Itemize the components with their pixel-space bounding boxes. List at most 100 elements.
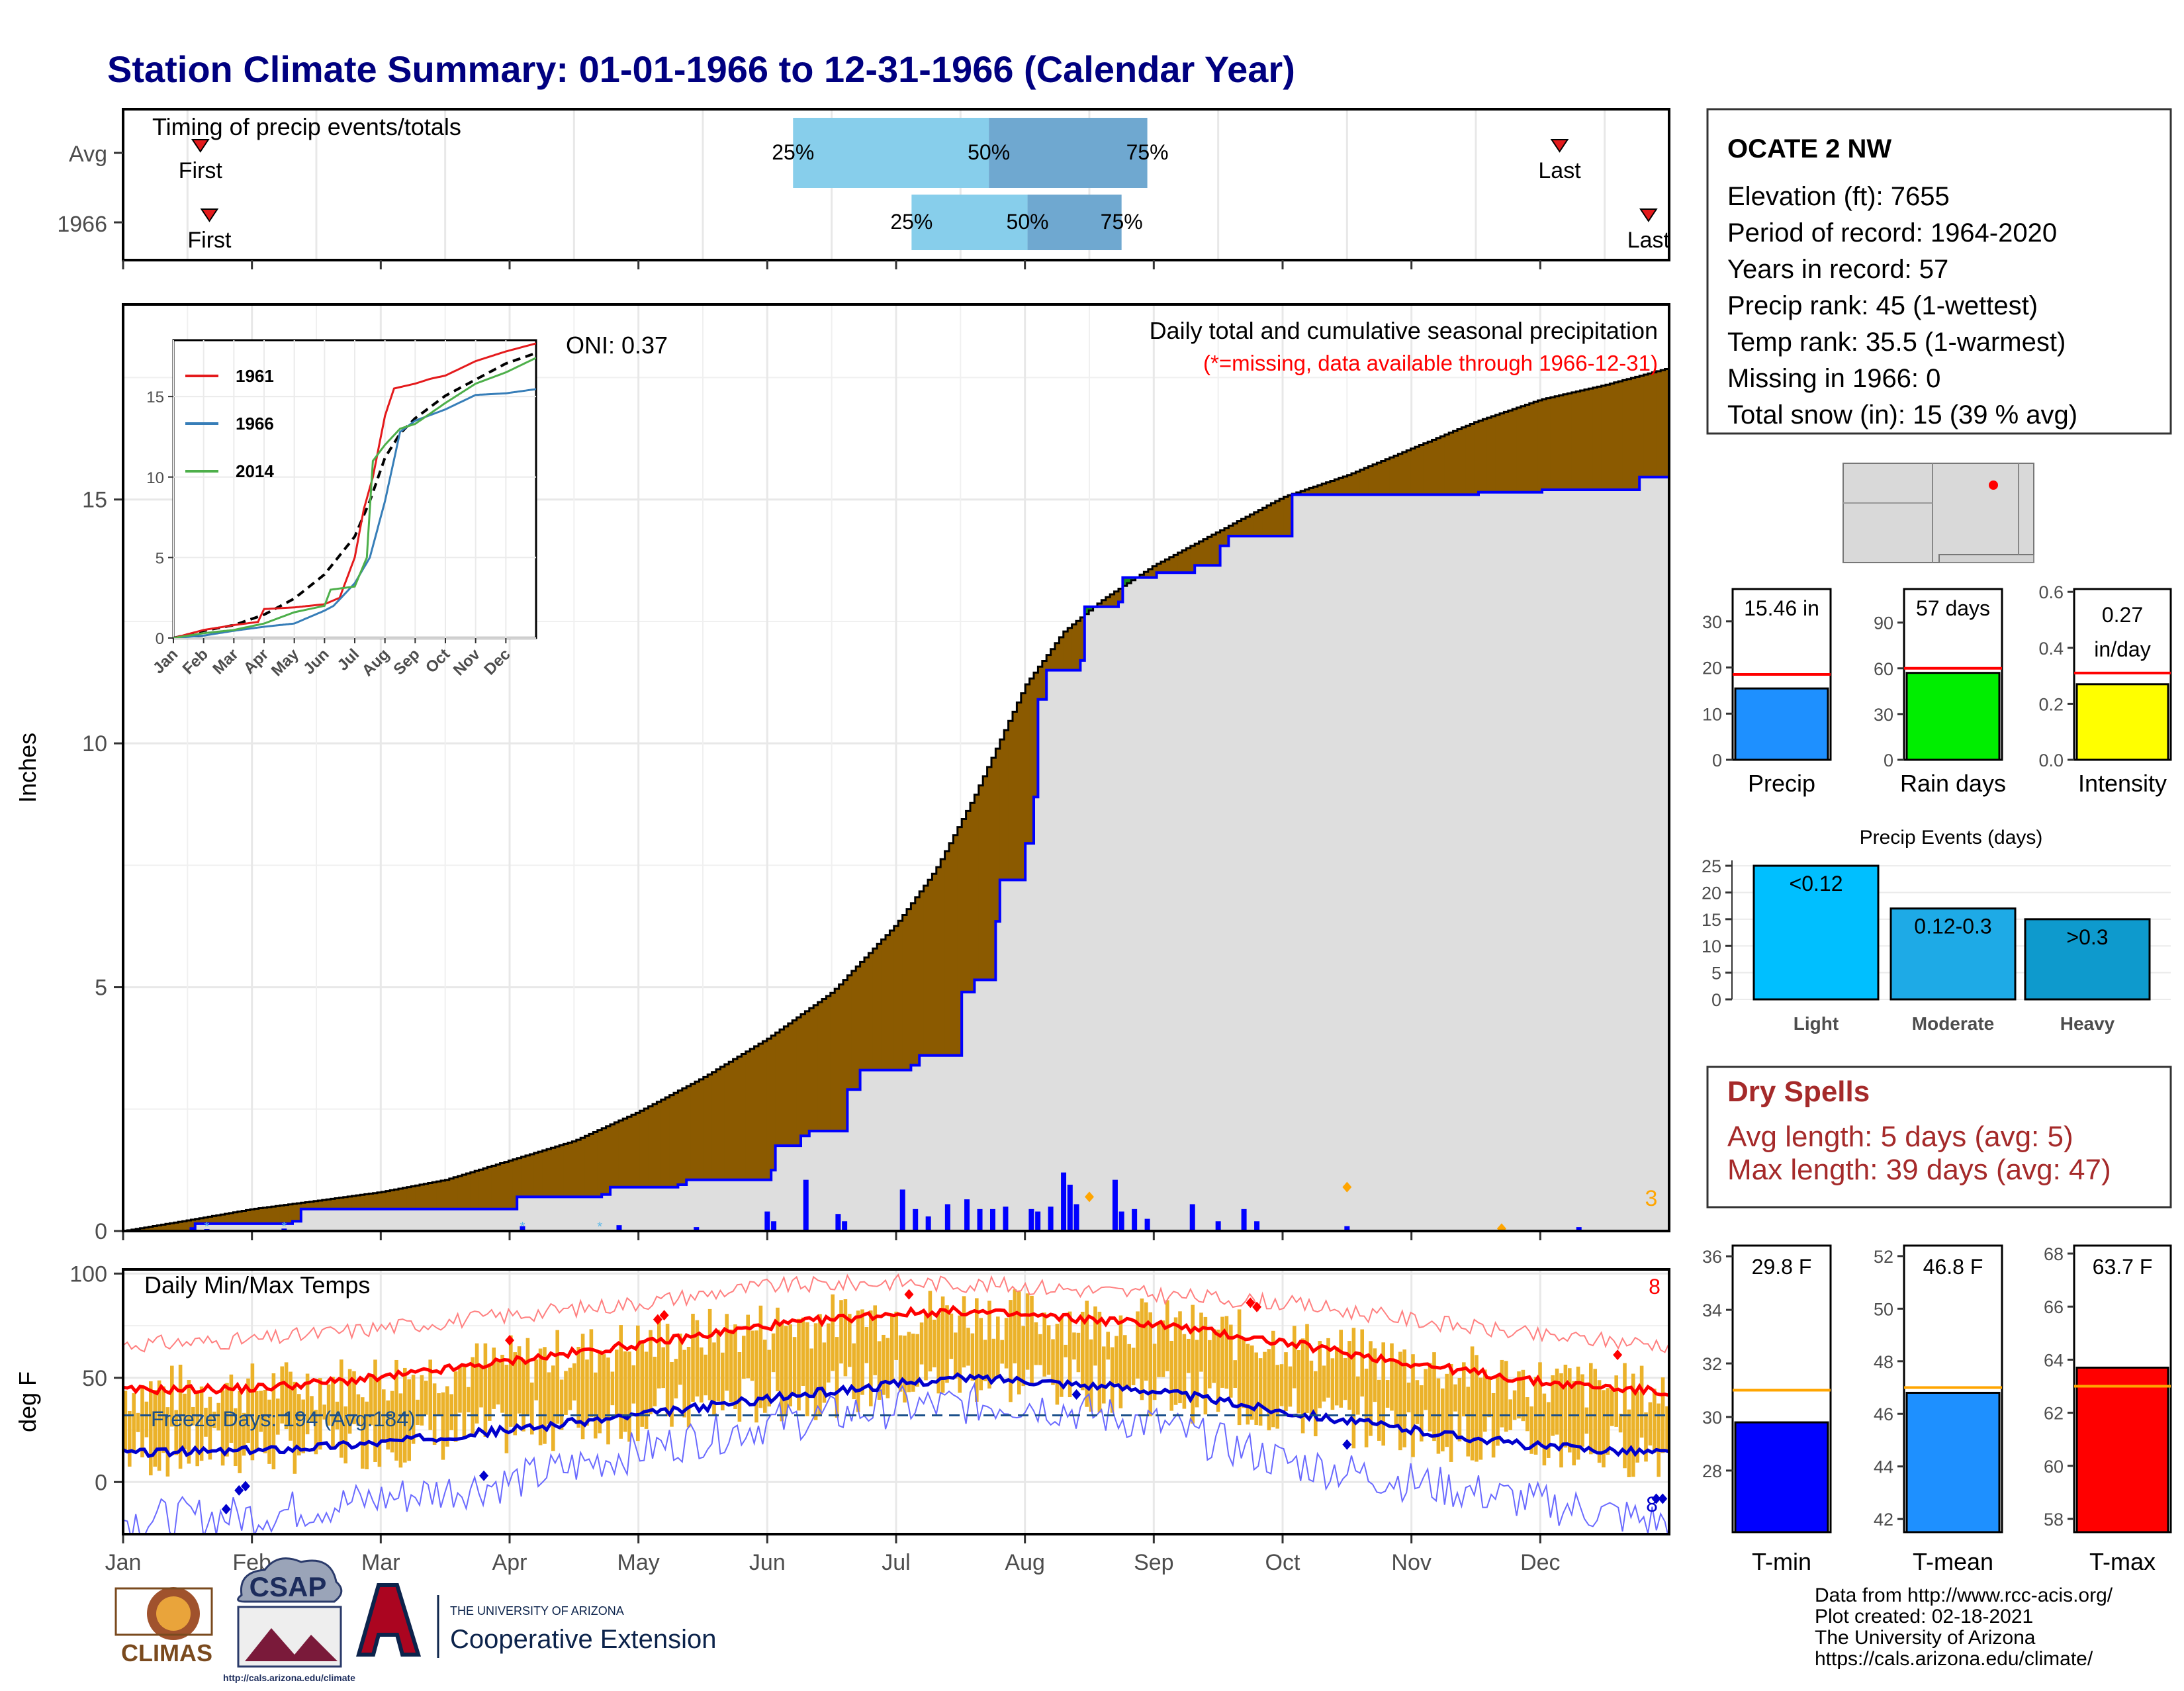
temp-daily-bar: [1593, 1369, 1597, 1453]
precip-anomaly-segment: [758, 1044, 763, 1180]
precip-anomaly-segment: [411, 1186, 416, 1209]
precip-anomaly-segment: [1360, 470, 1365, 495]
temp-daily-bar: [1453, 1385, 1457, 1412]
precip-anomaly-segment: [864, 958, 869, 1070]
precip-anomaly-segment: [1657, 371, 1661, 477]
precip-anomaly-segment: [453, 1177, 458, 1209]
precip-anomaly-segment: [1517, 408, 1522, 492]
precip-anomaly-segment: [335, 1199, 340, 1209]
ua-logo-a: [359, 1585, 418, 1655]
precip-anomaly-segment: [962, 819, 966, 992]
precip-anomaly-segment: [1203, 539, 1208, 566]
precip-anomaly-segment: [1639, 376, 1644, 477]
precip-anomaly-segment: [1207, 537, 1212, 565]
inset-legend-label: 2014: [236, 461, 274, 481]
temp-daily-bar: [420, 1375, 424, 1426]
climas-logo-text: CLIMAS: [121, 1639, 212, 1667]
precip-anomaly-segment: [882, 940, 886, 1070]
precip-anomaly-segment: [1385, 459, 1390, 495]
temp-daily-bar: [1183, 1334, 1187, 1409]
freeze-days-label: Freeze Days: 194 (Avg:184): [151, 1407, 416, 1431]
precip-daily-bar: [900, 1189, 905, 1231]
temp-daily-bar: [526, 1338, 530, 1416]
month-tick-label: May: [617, 1550, 660, 1575]
temp-daily-bar: [1165, 1301, 1169, 1371]
temp-daily-bar: [1602, 1390, 1606, 1467]
precip-daily-bar: [913, 1209, 918, 1231]
inset-y-tick-label: 10: [146, 469, 164, 487]
temp-daily-bar: [738, 1352, 742, 1422]
temp-daily-bar: [1191, 1305, 1195, 1424]
temp-daily-bar: [924, 1314, 928, 1381]
temp-daily-bar: [882, 1335, 886, 1395]
precip-anomaly-segment: [754, 1046, 759, 1180]
precip-anomaly-segment: [437, 1181, 441, 1209]
temp-daily-bar: [1598, 1380, 1602, 1463]
temp-daily-bar: [1254, 1352, 1258, 1425]
temp-daily-bar: [1525, 1397, 1529, 1431]
temp-summary-y-tick-label: 66: [2044, 1297, 2064, 1317]
precip-anomaly-segment: [250, 1209, 255, 1224]
precip-anomaly-segment: [784, 1027, 788, 1146]
temp-daily-bar: [1289, 1367, 1293, 1407]
temp-daily-bar: [1449, 1364, 1453, 1462]
precip-anomaly-segment: [788, 1023, 793, 1146]
precip-daily-bar: [1061, 1173, 1066, 1231]
temp-daily-bar: [1123, 1335, 1127, 1389]
precip-y-tick-label: 5: [95, 976, 107, 1001]
precip-anomaly-segment: [1339, 478, 1343, 494]
temp-daily-bar: [809, 1349, 813, 1394]
precip-daily-bar: [1145, 1219, 1150, 1231]
temp-daily-bar: [1347, 1341, 1351, 1410]
temp-daily-bar: [1157, 1324, 1161, 1377]
temp-daily-bar: [136, 1413, 140, 1432]
temp-daily-bar: [1000, 1340, 1004, 1364]
precip-anomaly-segment: [1614, 383, 1619, 490]
temp-daily-bar: [657, 1320, 661, 1389]
precip-events-chart: Precip Events (days)0510152025<0.12Light…: [1702, 827, 2171, 1034]
temp-daily-bar: [238, 1391, 242, 1473]
month-tick-label: Nov: [1391, 1550, 1431, 1575]
temp-summary-y-tick-label: 32: [1702, 1354, 1722, 1374]
temp-daily-bar: [653, 1357, 657, 1406]
precip-anomaly-segment: [1186, 548, 1191, 572]
events-chart-title: Precip Events (days): [1860, 827, 2043, 848]
credit-line: The University of Arizona: [1815, 1627, 2036, 1649]
precip-anomaly-segment: [331, 1199, 336, 1209]
events-category-label: Light: [1794, 1013, 1839, 1034]
precip-anomaly-segment: [1394, 456, 1398, 495]
precip-anomaly-segment: [538, 1152, 543, 1197]
temp-daily-bar: [687, 1347, 691, 1428]
timing-pct-label: 50%: [1007, 210, 1049, 234]
temp-daily-bar: [1204, 1317, 1208, 1414]
temp-daily-bar: [1098, 1312, 1102, 1412]
summary-bar-y-tick-label: 30: [1874, 705, 1893, 725]
temp-daily-bar: [1267, 1349, 1271, 1430]
temp-summary-value-label: 63.7 F: [2093, 1255, 2153, 1279]
precip-anomaly-segment: [623, 1119, 627, 1187]
temp-daily-bar: [1056, 1324, 1060, 1404]
precip-anomaly-segment: [678, 1091, 682, 1185]
precip-anomaly-segment: [238, 1212, 242, 1224]
temp-daily-bar: [594, 1373, 598, 1439]
temp-daily-bar: [958, 1316, 962, 1393]
precip-anomaly-segment: [1580, 390, 1585, 490]
station-location-marker: [1989, 480, 1998, 490]
temp-summary-bar: [2077, 1367, 2168, 1532]
inset-legend-label: 1966: [236, 414, 274, 434]
precip-anomaly-segment: [555, 1146, 560, 1197]
temp-summary-y-tick-label: 62: [2044, 1404, 2064, 1424]
temp-daily-bar: [1026, 1293, 1030, 1369]
precip-anomaly-segment: [776, 1032, 780, 1146]
timing-pct-label: 75%: [1101, 210, 1143, 234]
temp-daily-bar: [458, 1365, 462, 1413]
precip-anomaly-segment: [898, 921, 903, 1070]
precip-anomaly-segment: [1567, 393, 1572, 490]
climas-logo: CLIMAS: [116, 1587, 212, 1667]
timing-bar-q50-q75: [989, 118, 1147, 188]
precip-anomaly-segment: [377, 1193, 382, 1209]
temp-daily-bar: [1360, 1330, 1364, 1396]
inset-legend-label: 1961: [236, 366, 274, 386]
